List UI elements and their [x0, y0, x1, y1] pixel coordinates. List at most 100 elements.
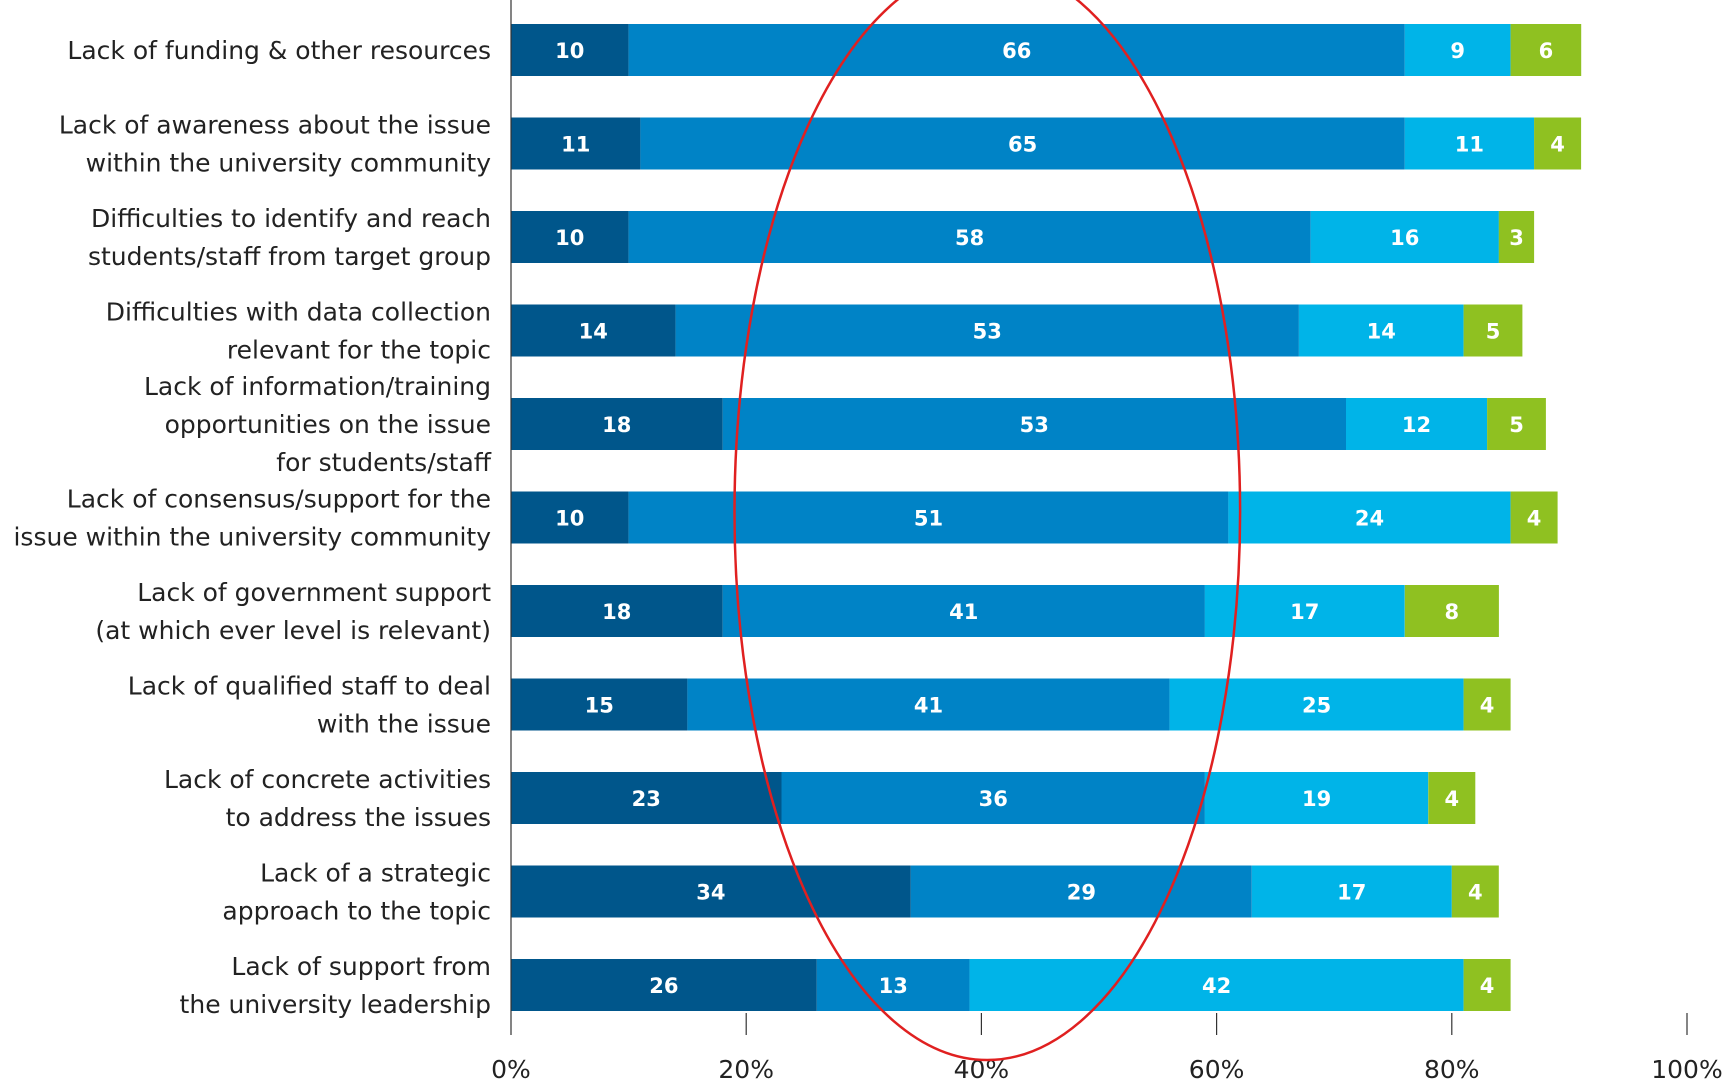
x-tick-label: 80% [1424, 1055, 1480, 1081]
data-label: 4 [1527, 507, 1542, 531]
annotation-group [733, 0, 1242, 1062]
x-tick-label: 100% [1651, 1055, 1722, 1081]
data-label: 25 [1302, 694, 1331, 718]
data-label: 58 [955, 226, 984, 250]
bar-segment [1463, 678, 1511, 731]
bar-segment [640, 117, 1405, 170]
bar-segment [910, 865, 1252, 918]
data-label: 6 [1539, 39, 1554, 63]
bar-segment [1534, 117, 1582, 170]
data-label: 17 [1337, 881, 1366, 905]
bar-segment [511, 117, 641, 170]
category-label: Lack of funding & other resources [67, 36, 491, 65]
category-label: Difficulties to identify and reach studen… [88, 204, 491, 271]
data-label: 3 [1509, 226, 1524, 250]
bar-segment [1298, 304, 1464, 357]
data-label: 11 [1455, 133, 1484, 157]
data-label: 5 [1509, 413, 1524, 437]
data-label: 14 [579, 320, 608, 344]
category-label: Difficulties with data collection relevan… [106, 298, 491, 365]
data-label: 18 [602, 600, 631, 624]
category-label: Lack of awareness about the issue within … [59, 111, 491, 178]
data-label: 5 [1486, 320, 1501, 344]
bar-segment [511, 772, 782, 824]
data-label: 23 [632, 787, 661, 811]
bar-segment [687, 678, 1170, 731]
data-label: 17 [1290, 600, 1319, 624]
bar-segment [511, 585, 723, 637]
data-label: 26 [649, 974, 678, 998]
category-label: Lack of government support (at which ever… [95, 578, 491, 645]
bar-segment [969, 959, 1464, 1011]
data-label: 53 [973, 320, 1002, 344]
data-label: 12 [1402, 413, 1431, 437]
data-label: 18 [602, 413, 631, 437]
bar-segment [1463, 959, 1511, 1011]
data-label: 4 [1480, 694, 1495, 718]
bar-segment [1346, 398, 1488, 450]
bar-segment [511, 304, 676, 357]
data-label: 9 [1450, 39, 1465, 63]
bar-segment [1463, 304, 1523, 357]
bar-segment [511, 865, 911, 918]
category-label: Lack of a strategic approach to the topic [222, 859, 491, 926]
data-label: 41 [914, 694, 943, 718]
data-label: 10 [555, 39, 584, 63]
bar-segment [1204, 772, 1429, 824]
data-label: 24 [1355, 507, 1384, 531]
bar-segment [1498, 211, 1535, 263]
bar-segment [1169, 678, 1464, 731]
data-label: 53 [1020, 413, 1049, 437]
bar-segment [781, 772, 1205, 824]
bar-segment [511, 678, 688, 731]
category-label: Lack of information/training opportunitie… [144, 372, 492, 477]
bar-segment [511, 959, 817, 1011]
category-labels-group: Lack of funding & other resources Lack of… [13, 36, 491, 1019]
data-label: 11 [561, 133, 590, 157]
highlight-ellipse [733, 0, 1242, 1062]
bars-group: 10 66 9 6 11 65 11 4 10 58 16 3 14 53 14 5 18 53 12 5 10 51 24… [511, 24, 1582, 1011]
bar-segment [675, 304, 1299, 357]
data-label: 10 [555, 507, 584, 531]
bar-segment [1310, 211, 1499, 263]
bar-segment [1404, 117, 1535, 170]
data-label: 8 [1444, 600, 1459, 624]
data-label: 4 [1468, 881, 1483, 905]
data-label: 4 [1480, 974, 1495, 998]
bar-segment [1510, 491, 1558, 544]
data-label: 29 [1067, 881, 1096, 905]
data-label: 41 [949, 600, 978, 624]
category-label: Lack of qualified staff to deal with the … [128, 672, 491, 739]
data-label: 19 [1302, 787, 1331, 811]
x-tick-label: 0% [491, 1055, 531, 1081]
bar-segment [722, 585, 1205, 637]
bar-segment [511, 398, 723, 450]
bar-segment [628, 491, 1229, 544]
bar-segment [511, 211, 629, 263]
bar-segment [511, 24, 629, 76]
bar-segment [1404, 24, 1511, 76]
bar-segment [511, 491, 629, 544]
x-tick-label: 60% [1189, 1055, 1245, 1081]
data-label: 13 [879, 974, 908, 998]
bar-segment [1404, 585, 1499, 637]
bar-segment [1487, 398, 1546, 450]
bar-segment [628, 211, 1311, 263]
bar-segment [1451, 865, 1499, 918]
data-label: 4 [1444, 787, 1459, 811]
bar-segment [1251, 865, 1452, 918]
data-label: 15 [585, 694, 614, 718]
data-label: 14 [1367, 320, 1396, 344]
category-label: Lack of consensus/support for the issue w… [13, 485, 491, 552]
bar-segment [628, 24, 1405, 76]
data-label: 66 [1002, 39, 1031, 63]
data-label: 65 [1008, 133, 1037, 157]
data-label: 51 [914, 507, 943, 531]
bar-segment [722, 398, 1346, 450]
data-label: 34 [696, 881, 725, 905]
data-label: 4 [1550, 133, 1565, 157]
bar-segment [1510, 24, 1582, 76]
category-label: Lack of concrete activities to address th… [164, 765, 491, 832]
data-label: 42 [1202, 974, 1231, 998]
